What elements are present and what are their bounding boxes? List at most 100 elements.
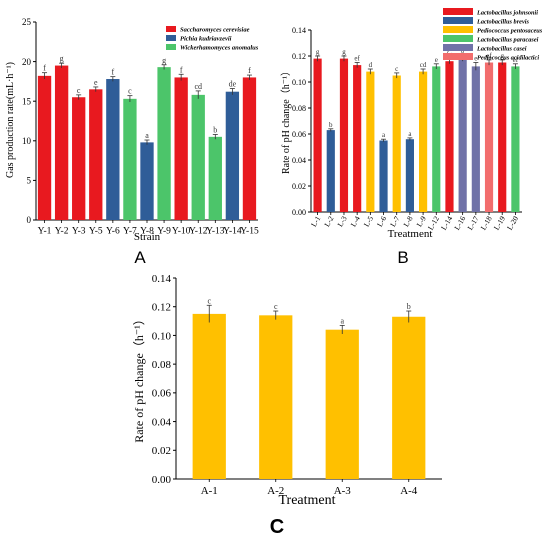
bar [37, 75, 52, 220]
panel-letter-b: B [397, 248, 408, 267]
bar [379, 140, 388, 212]
x-tick-label: L-2 [322, 214, 335, 228]
chart-panel-b: 0.00 0.02 0.04 0.06 0.08 0.10 0.12 0.14 g L-1 b L-2… [280, 8, 543, 240]
x-tick-label: L-16 [452, 214, 467, 231]
y-tick-label: 5 [27, 176, 32, 186]
bar [72, 97, 86, 220]
x-tick-label: Y-8 [140, 227, 154, 237]
x-tick-label: A-3 [334, 485, 352, 497]
y-tick-label: 0.08 [152, 359, 172, 371]
bar [242, 77, 257, 220]
y-tick-label: 0.14 [152, 273, 172, 285]
bar [353, 65, 362, 212]
y-tick-label: 15 [22, 96, 32, 106]
legend-label: Pichia kudriavzevii [180, 36, 232, 43]
x-tick-label: Y-5 [89, 227, 103, 237]
significance-label: e [94, 78, 98, 87]
y-tick-label: 0.06 [152, 388, 172, 400]
bar [157, 67, 171, 220]
legend-swatch [166, 35, 176, 41]
x-tick-label: L-5 [362, 214, 375, 228]
legend-label: Lactobacillus brevis [476, 19, 529, 26]
bar [259, 315, 293, 479]
legend-swatch [166, 26, 176, 32]
legend-label: Saccharomyces cerevisiae [180, 27, 250, 34]
bar [174, 77, 188, 220]
y-tick-label: 0.00 [292, 208, 306, 217]
y-tick-label: 0.08 [292, 104, 306, 113]
bar [313, 58, 322, 212]
x-tick-label: Y-14 [223, 227, 242, 237]
legend-swatch [443, 26, 473, 33]
significance-label: c [128, 87, 132, 96]
y-tick-label: 0.10 [292, 78, 306, 87]
x-tick-label: L-14 [439, 214, 454, 231]
y-tick-label: 0.04 [292, 156, 306, 165]
x-tick-label: L-18 [479, 214, 494, 231]
bar [458, 58, 467, 212]
y-axis-title: Rate of pH change（h⁻¹） [132, 313, 146, 443]
x-axis-title: Strain [134, 231, 161, 243]
bar [405, 139, 414, 212]
x-tick-label: Y-1 [38, 227, 52, 237]
y-tick-label: 10 [22, 136, 32, 146]
significance-label: b [213, 125, 217, 134]
x-tick-label: L-20 [505, 214, 520, 231]
bar [392, 75, 401, 212]
bar [54, 65, 69, 220]
y-tick-label: 0 [27, 215, 32, 225]
x-tick-label: Y-3 [72, 227, 86, 237]
y-axis-title: Gas production rate(mL·h⁻¹) [5, 62, 16, 178]
bar [445, 61, 454, 213]
significance-label: b [329, 121, 333, 129]
bar [123, 98, 137, 220]
significance-label: e [435, 56, 438, 64]
significance-label: f [112, 68, 115, 77]
bar [191, 94, 205, 220]
bar [106, 79, 120, 220]
significance-label: f [43, 64, 46, 73]
y-axis-title: Rate of pH change（h⁻¹） [280, 66, 292, 174]
x-tick-label: Y-15 [240, 227, 259, 237]
legend-label: Lactobacillus paracasei [476, 37, 539, 44]
x-tick-label: L-8 [401, 214, 414, 228]
bar [432, 66, 441, 213]
x-axis-title: Treatment [278, 493, 335, 508]
bar [140, 142, 154, 220]
significance-label: cd [194, 82, 202, 91]
significance-label: f [180, 65, 183, 74]
significance-label: b [407, 302, 411, 311]
significance-label: g [162, 56, 166, 65]
y-tick-label: 0.06 [292, 130, 306, 139]
significance-label: g [500, 52, 504, 60]
y-tick-label: 0.02 [152, 445, 171, 457]
x-tick-label: L-6 [375, 214, 388, 228]
x-tick-label: Y-7 [123, 227, 137, 237]
bar [192, 313, 226, 479]
significance-label: g [60, 54, 64, 63]
x-tick-label: A-4 [400, 485, 418, 497]
y-tick-label: 20 [22, 57, 32, 67]
significance-label: e [474, 55, 477, 63]
significance-label: c [77, 86, 81, 95]
bar [419, 71, 428, 212]
bar [471, 66, 480, 213]
significance-label: d [369, 61, 373, 69]
significance-label: c [274, 302, 278, 311]
significance-label: cd [420, 61, 427, 69]
x-tick-label: A-1 [201, 485, 218, 497]
significance-label: de [229, 80, 237, 89]
y-tick-label: 0.02 [292, 182, 306, 191]
bar [498, 62, 507, 212]
x-tick-label: L-17 [465, 214, 480, 231]
x-tick-label: L-4 [349, 214, 362, 228]
significance-label: f [248, 66, 251, 75]
y-tick-label: 0.14 [292, 26, 306, 35]
bar [392, 316, 426, 479]
x-tick-label: L-7 [388, 214, 401, 228]
bar [339, 58, 349, 212]
panel-letter-c: C [270, 516, 284, 538]
legend-swatch [443, 17, 473, 24]
bar [326, 130, 335, 212]
y-tick-label: 0.04 [152, 416, 172, 428]
